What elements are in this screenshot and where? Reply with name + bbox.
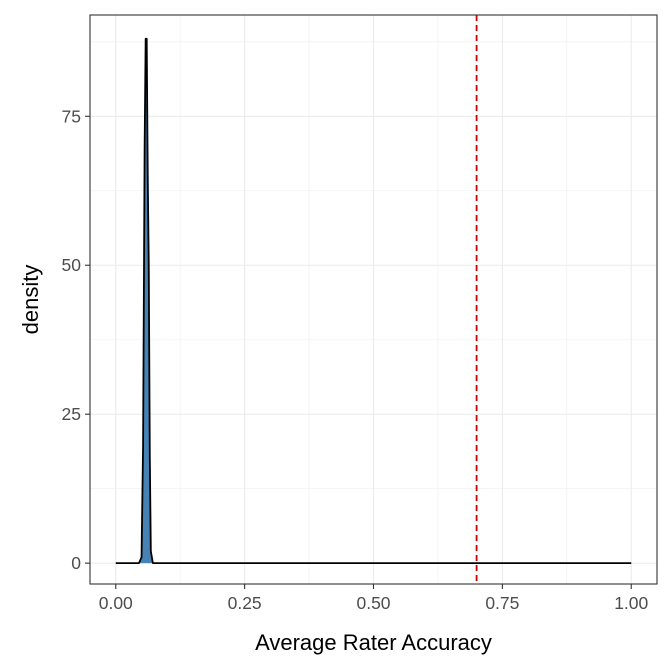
x-axis-title: Average Rater Accuracy [255,630,492,655]
y-axis-title: density [18,265,43,335]
density-line [115,37,632,565]
y-tick-label: 0 [71,553,81,573]
y-tick-label: 50 [62,255,82,275]
x-tick-label: 1.00 [614,593,648,613]
y-axis: 0 25 50 75 [62,106,90,573]
series-layer [115,37,632,565]
y-tick-label: 25 [62,404,81,424]
x-tick-label: 0.50 [356,593,390,613]
y-tick-label: 75 [62,106,81,126]
x-axis: 0.00 0.25 0.50 0.75 1.00 [99,584,649,613]
x-tick-label: 0.00 [99,593,133,613]
x-tick-label: 0.25 [228,593,262,613]
x-tick-label: 0.75 [485,593,519,613]
